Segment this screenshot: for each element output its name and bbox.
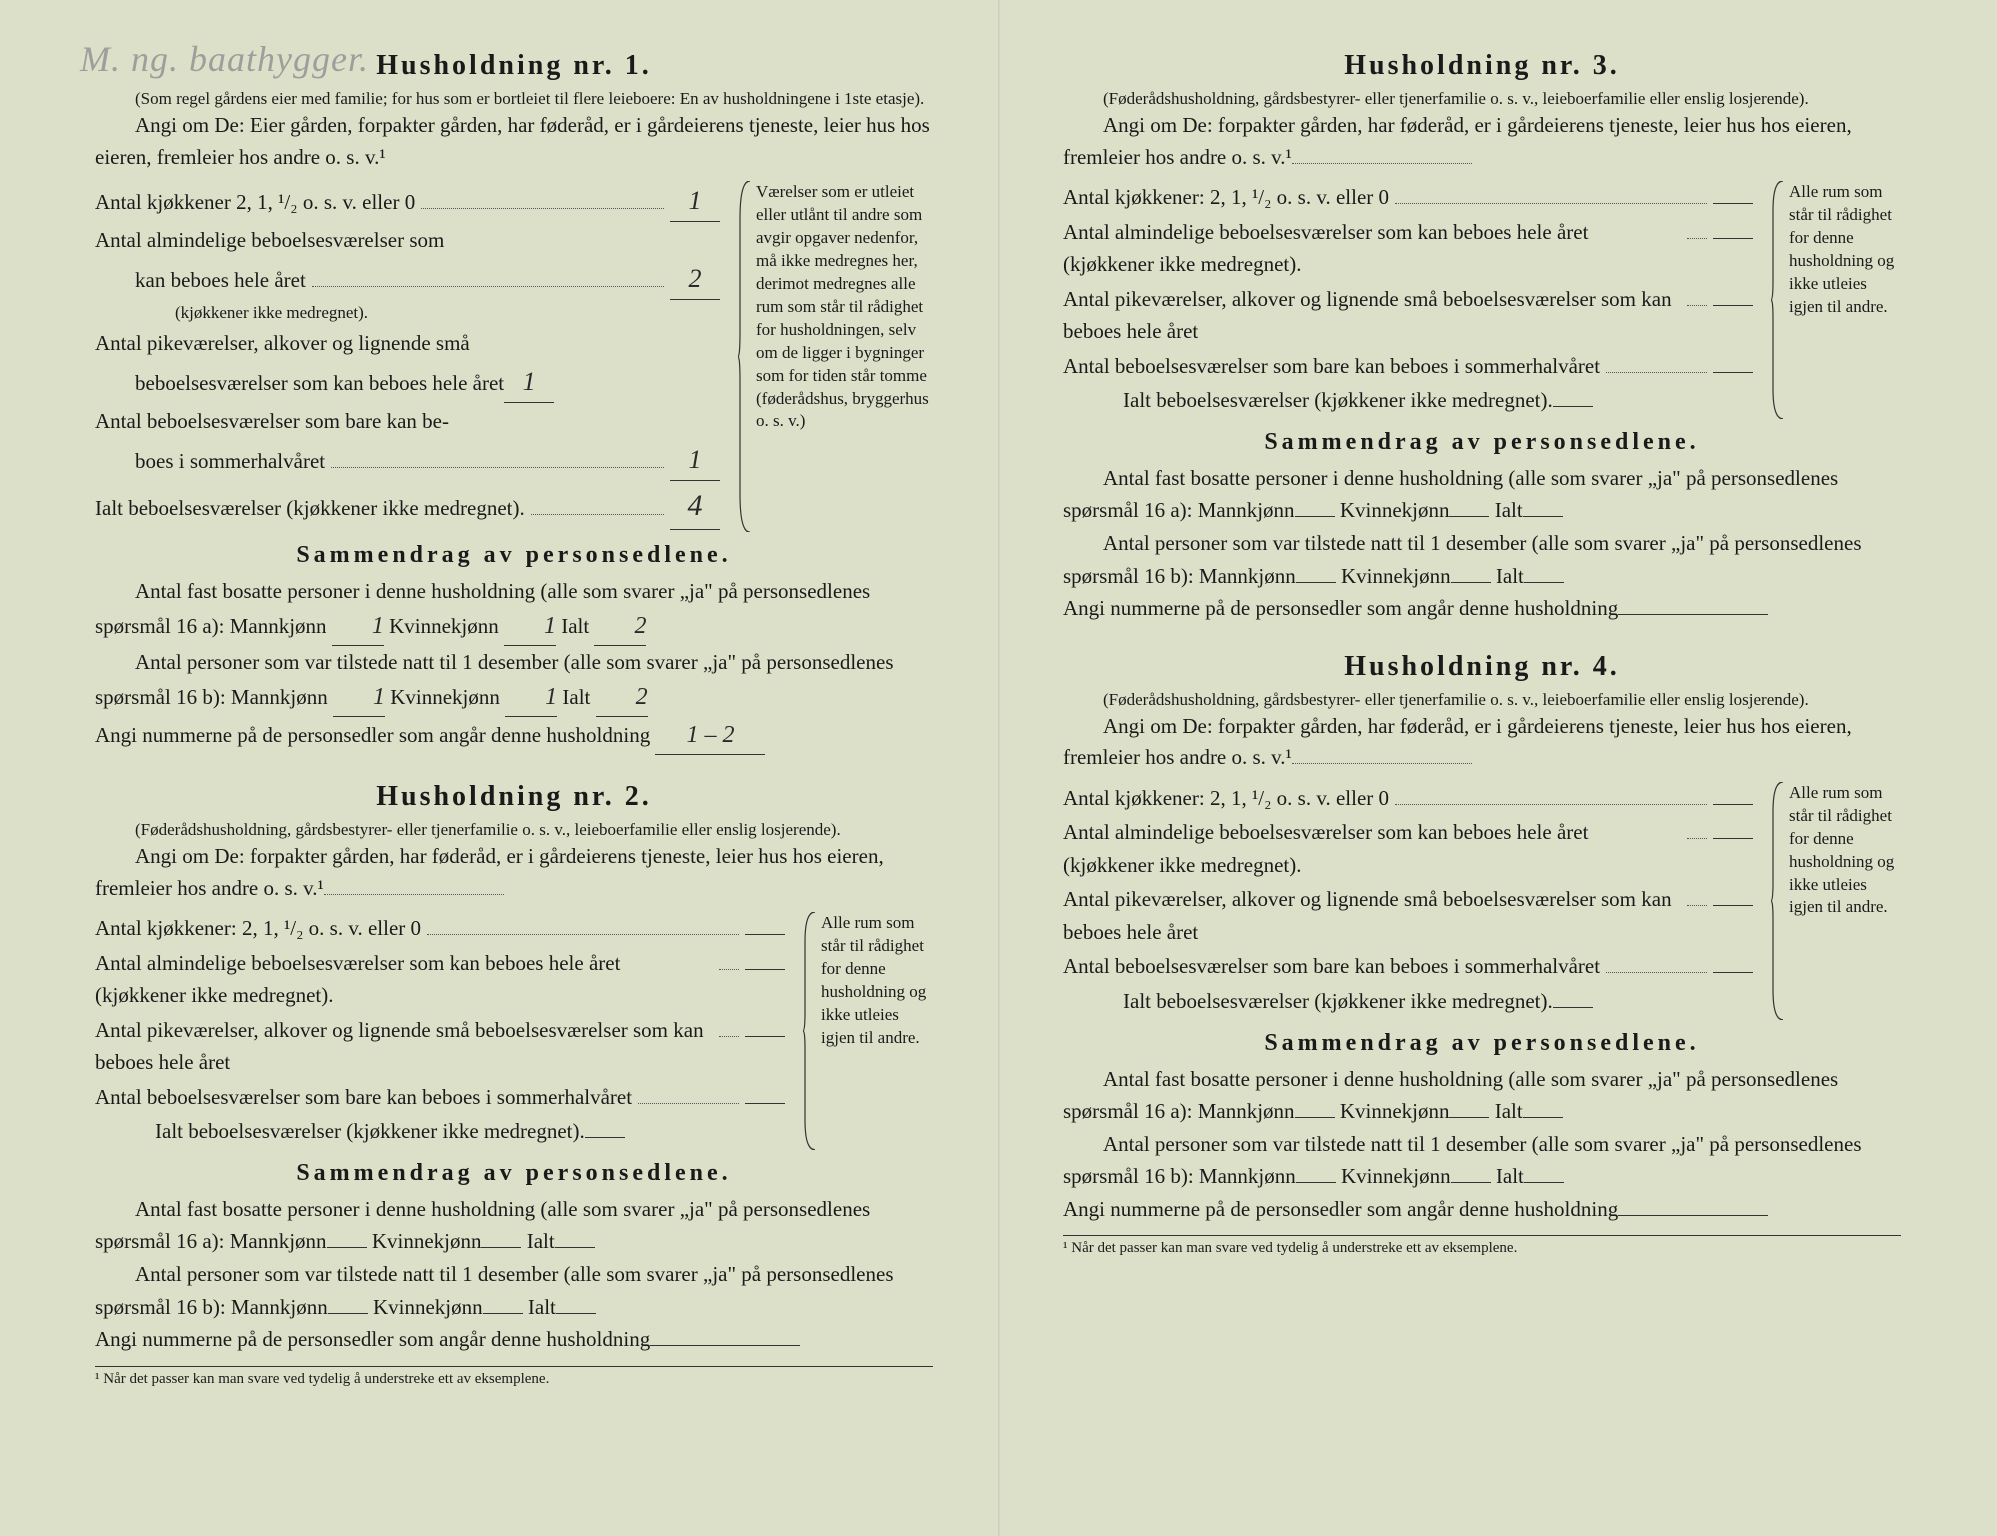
brace-icon bbox=[738, 181, 752, 532]
hh1-s2-k: 1 bbox=[505, 679, 557, 717]
hh2-subnote: (Føderådshusholdning, gårdsbestyrer- ell… bbox=[95, 819, 933, 841]
hh4-sum-title: Sammendrag av personsedlene. bbox=[1063, 1030, 1901, 1057]
hh3-s1: Antal fast bosatte personer i denne hush… bbox=[1063, 462, 1901, 527]
hh2-side-text: Alle rum som står til rådighet for denne… bbox=[821, 913, 926, 1047]
hh4-rows: Antal kjøkkener: 2, 1, ¹/₂ o. s. v. elle… bbox=[1063, 782, 1753, 1020]
hh1-side-text: Værelser som er utleiet eller utlånt til… bbox=[756, 182, 929, 430]
hh2-s1: Antal fast bosatte personer i denne hush… bbox=[95, 1193, 933, 1258]
hh4-r1: Antal kjøkkener: 2, 1, ¹/₂ o. s. v. elle… bbox=[1063, 782, 1389, 815]
hh1-s1-i: 2 bbox=[594, 608, 646, 646]
hh3-num: Angi nummerne på de personsedler som ang… bbox=[1063, 592, 1901, 625]
hh3-rows-block: Antal kjøkkener: 2, 1, ¹/₂ o. s. v. elle… bbox=[1063, 181, 1901, 419]
hh2-title: Husholdning nr. 2. bbox=[95, 781, 933, 813]
hh3-s2: Antal personer som var tilstede natt til… bbox=[1063, 527, 1901, 592]
hh3-rows: Antal kjøkkener: 2, 1, ¹/₂ o. s. v. elle… bbox=[1063, 181, 1753, 419]
hh3-sum-title: Sammendrag av personsedlene. bbox=[1063, 429, 1901, 456]
hh3-r4: Antal beboelsesværelser som bare kan beb… bbox=[1063, 350, 1600, 383]
kv-label2: Kvinnekjønn bbox=[390, 685, 500, 709]
hh1-r1-label: Antal kjøkkener 2, 1, ¹/₂ o. s. v. eller… bbox=[95, 186, 415, 219]
hh3-sidenote: Alle rum som står til rådighet for denne… bbox=[1771, 181, 1901, 419]
hh1-sidenote: Værelser som er utleiet eller utlånt til… bbox=[738, 181, 933, 532]
hh4-sidenote: Alle rum som står til rådighet for denne… bbox=[1771, 782, 1901, 1020]
kv-label: Kvinnekjønn bbox=[389, 614, 499, 638]
hh1-r2b: kan beboes hele året bbox=[135, 264, 306, 297]
hh1-rows: Antal kjøkkener 2, 1, ¹/₂ o. s. v. eller… bbox=[95, 181, 720, 532]
blank bbox=[745, 934, 785, 935]
hh4-title: Husholdning nr. 4. bbox=[1063, 651, 1901, 683]
hh4-r4: Antal beboelsesværelser som bare kan beb… bbox=[1063, 950, 1600, 983]
household-1: Husholdning nr. 1. (Som regel gårdens ei… bbox=[95, 50, 933, 755]
brace-icon bbox=[1771, 782, 1785, 1020]
hh1-r5: Ialt beboelsesværelser (kjøkkener ikke m… bbox=[95, 492, 525, 525]
hh1-r2-val: 2 bbox=[670, 259, 720, 300]
hh1-s2-i: 2 bbox=[596, 679, 648, 717]
hh4-r3: Antal pikeværelser, alkover og lignende … bbox=[1063, 883, 1681, 948]
hh2-sum-title: Sammendrag av personsedlene. bbox=[95, 1160, 933, 1187]
hh3-r1: Antal kjøkkener: 2, 1, ¹/₂ o. s. v. elle… bbox=[1063, 181, 1389, 214]
hh3-r2: Antal almindelige beboelsesværelser som … bbox=[1063, 216, 1681, 281]
ialt-label: Ialt bbox=[561, 614, 589, 638]
hh3-subnote: (Føderådshusholdning, gårdsbestyrer- ell… bbox=[1063, 88, 1901, 110]
hh2-r2: Antal almindelige beboelsesværelser som … bbox=[95, 947, 713, 1012]
hh2-r3: Antal pikeværelser, alkover og lignende … bbox=[95, 1014, 713, 1079]
hh1-r3b: beboelsesværelser som kan beboes hele år… bbox=[135, 367, 504, 400]
hh4-side-text: Alle rum som står til rådighet for denne… bbox=[1789, 783, 1894, 917]
hh1-r5-val: 4 bbox=[670, 483, 720, 531]
hh3-side-text: Alle rum som står til rådighet for denne… bbox=[1789, 182, 1894, 316]
hh1-rows-block: Antal kjøkkener 2, 1, ¹/₂ o. s. v. eller… bbox=[95, 181, 933, 532]
hh1-r3-val: 1 bbox=[504, 362, 554, 403]
hh1-r2c: (kjøkkener ikke medregnet). bbox=[175, 302, 368, 325]
hh1-angi: Angi om De: Eier gården, forpakter gårde… bbox=[95, 110, 933, 173]
hh4-s2: Antal personer som var tilstede natt til… bbox=[1063, 1128, 1901, 1193]
hh2-r5: Ialt beboelsesværelser (kjøkkener ikke m… bbox=[155, 1115, 585, 1148]
right-page: Husholdning nr. 3. (Føderådshusholdning,… bbox=[998, 0, 1996, 1536]
hh2-s2: Antal personer som var tilstede natt til… bbox=[95, 1258, 933, 1323]
left-page: M. ng. baathygger. Husholdning nr. 1. (S… bbox=[0, 0, 998, 1536]
hh3-title: Husholdning nr. 3. bbox=[1063, 50, 1901, 82]
hh1-r1-val: 1 bbox=[670, 181, 720, 222]
household-2: Husholdning nr. 2. (Føderådshusholdning,… bbox=[95, 781, 933, 1388]
brace-icon bbox=[1771, 181, 1785, 419]
pencil-annotation: M. ng. baathygger. bbox=[80, 38, 369, 80]
hh1-r2a: Antal almindelige beboelsesværelser som bbox=[95, 224, 444, 257]
hh4-rows-block: Antal kjøkkener: 2, 1, ¹/₂ o. s. v. elle… bbox=[1063, 782, 1901, 1020]
hh3-r5: Ialt beboelsesværelser (kjøkkener ikke m… bbox=[1123, 384, 1553, 417]
footnote-left: ¹ Når det passer kan man svare ved tydel… bbox=[95, 1366, 933, 1388]
dots bbox=[421, 208, 664, 209]
hh1-subnote: (Som regel gårdens eier med familie; for… bbox=[95, 88, 933, 110]
brace-icon bbox=[803, 912, 817, 1150]
hh2-r4: Antal beboelsesværelser som bare kan beb… bbox=[95, 1081, 632, 1114]
household-4: Husholdning nr. 4. (Føderådshusholdning,… bbox=[1063, 651, 1901, 1258]
household-3: Husholdning nr. 3. (Føderådshusholdning,… bbox=[1063, 50, 1901, 625]
hh2-rows-block: Antal kjøkkener: 2, 1, ¹/₂ o. s. v. elle… bbox=[95, 912, 933, 1150]
hh4-num: Angi nummerne på de personsedler som ang… bbox=[1063, 1193, 1901, 1226]
hh2-angi: Angi om De: forpakter gården, har føderå… bbox=[95, 841, 933, 904]
hh4-s1: Antal fast bosatte personer i denne hush… bbox=[1063, 1063, 1901, 1128]
hh4-r5: Ialt beboelsesværelser (kjøkkener ikke m… bbox=[1123, 985, 1553, 1018]
hh3-r3: Antal pikeværelser, alkover og lignende … bbox=[1063, 283, 1681, 348]
hh4-subnote: (Føderådshusholdning, gårdsbestyrer- ell… bbox=[1063, 689, 1901, 711]
hh1-s1-m: 1 bbox=[332, 608, 384, 646]
hh1-s2-m: 1 bbox=[333, 679, 385, 717]
hh1-numline: Angi nummerne på de personsedler som ang… bbox=[95, 723, 650, 747]
ialt-label2: Ialt bbox=[562, 685, 590, 709]
hh1-r4-val: 1 bbox=[670, 440, 720, 481]
hh1-sum-title: Sammendrag av personsedlene. bbox=[95, 542, 933, 569]
hh1-s2: Antal personer som var tilstede natt til… bbox=[95, 646, 933, 717]
hh1-numv: 1 – 2 bbox=[655, 717, 765, 755]
hh1-r4a: Antal beboelsesværelser som bare kan be- bbox=[95, 405, 449, 438]
hh2-r1: Antal kjøkkener: 2, 1, ¹/₂ o. s. v. elle… bbox=[95, 912, 421, 945]
hh4-r2: Antal almindelige beboelsesværelser som … bbox=[1063, 816, 1681, 881]
hh2-num: Angi nummerne på de personsedler som ang… bbox=[95, 1323, 933, 1356]
hh1-s1-k: 1 bbox=[504, 608, 556, 646]
hh1-r4b: boes i sommerhalvåret bbox=[135, 445, 325, 478]
hh1-num: Angi nummerne på de personsedler som ang… bbox=[95, 717, 933, 755]
hh2-sidenote: Alle rum som står til rådighet for denne… bbox=[803, 912, 933, 1150]
hh1-s1: Antal fast bosatte personer i denne hush… bbox=[95, 575, 933, 646]
hh1-r3a: Antal pikeværelser, alkover og lignende … bbox=[95, 327, 470, 360]
hh2-rows: Antal kjøkkener: 2, 1, ¹/₂ o. s. v. elle… bbox=[95, 912, 785, 1150]
hh3-angi: Angi om De: forpakter gården, har føderå… bbox=[1063, 110, 1901, 173]
footnote-right: ¹ Når det passer kan man svare ved tydel… bbox=[1063, 1235, 1901, 1257]
hh4-angi: Angi om De: forpakter gården, har føderå… bbox=[1063, 711, 1901, 774]
